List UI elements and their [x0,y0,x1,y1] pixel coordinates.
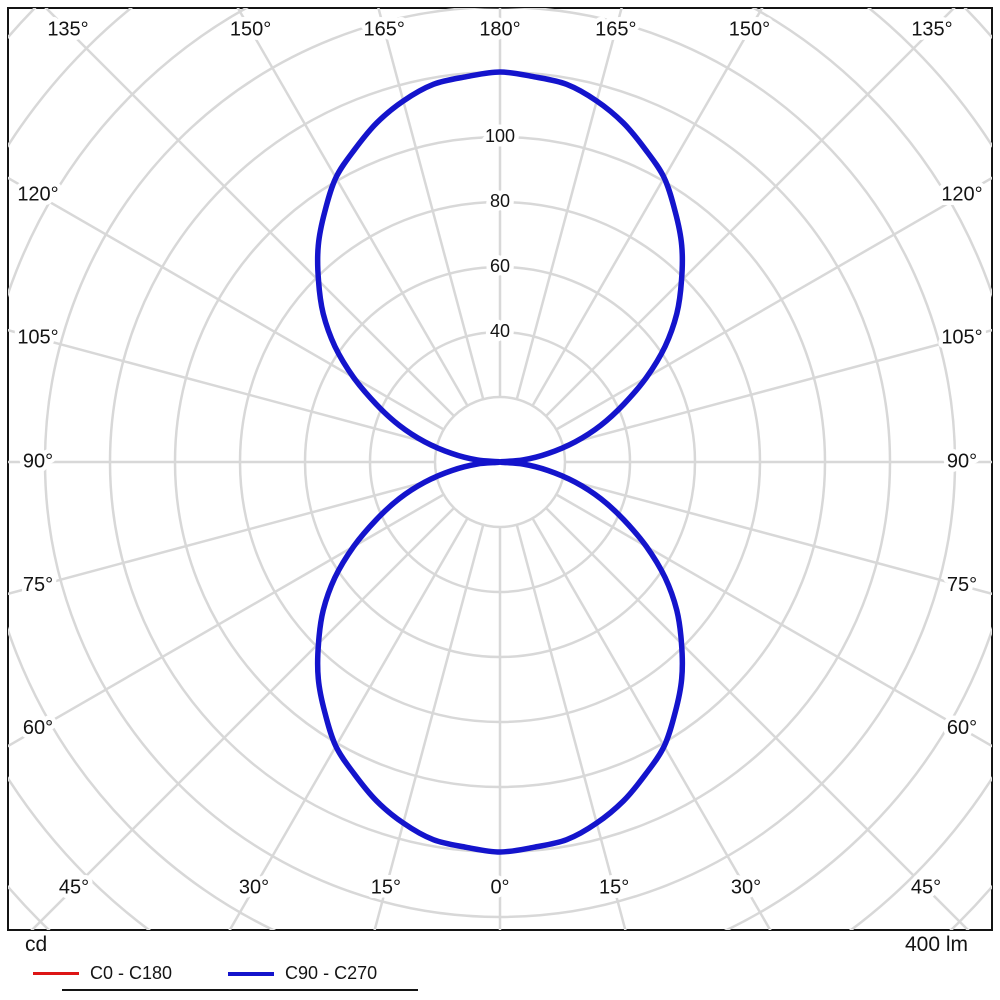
angle-label: 60° [947,717,977,739]
angle-label: 135° [911,18,952,40]
luminous-flux-label: 400 lm [904,933,968,956]
legend: C0 - C180 C90 - C270 [33,963,377,984]
c0-c180-line-swatch [33,972,79,975]
angle-label: 165° [595,18,636,40]
angle-label: 0° [490,876,509,898]
angle-label: 45° [911,876,941,898]
angle-label: 30° [731,876,761,898]
legend-label-c0-c180: C0 - C180 [90,963,173,983]
angle-label: 45° [59,876,89,898]
curve-c90-c270 [314,69,686,855]
ring-label: 80 [490,191,510,211]
ring-label: 100 [485,126,515,146]
c90-c270-line-swatch [228,971,275,976]
angle-label: 90° [947,450,977,472]
legend-divider [62,989,418,991]
angle-label: 180° [479,18,520,40]
ring-label: 60 [490,256,510,276]
angle-label: 105° [941,326,982,348]
angle-label: 15° [599,876,629,898]
angle-label: 105° [17,326,58,348]
angle-label: 120° [941,184,982,206]
angle-label: 60° [23,717,53,739]
angle-label: 150° [230,18,271,40]
legend-label-c90-c270: C90 - C270 [285,963,378,983]
ring-label: 40 [490,321,510,341]
legend-item-c90-c270: C90 - C270 [228,963,377,984]
angle-label: 120° [17,184,58,206]
angle-label: 30° [239,876,269,898]
angle-label: 150° [729,18,770,40]
legend-item-c0-c180: C0 - C180 [33,963,172,984]
polar-chart: 40 60 80 100 180° 165° 150° 135° 120° 105° 90° 75° 6… [7,7,993,931]
angle-label: 90° [23,450,53,472]
footer-row: cd 400 lm [25,933,968,957]
angle-label: 135° [47,18,88,40]
unit-label: cd [25,933,48,956]
angle-label: 75° [23,574,53,596]
angle-label: 165° [364,18,405,40]
angle-label: 15° [371,876,401,898]
angle-label: 75° [947,574,977,596]
